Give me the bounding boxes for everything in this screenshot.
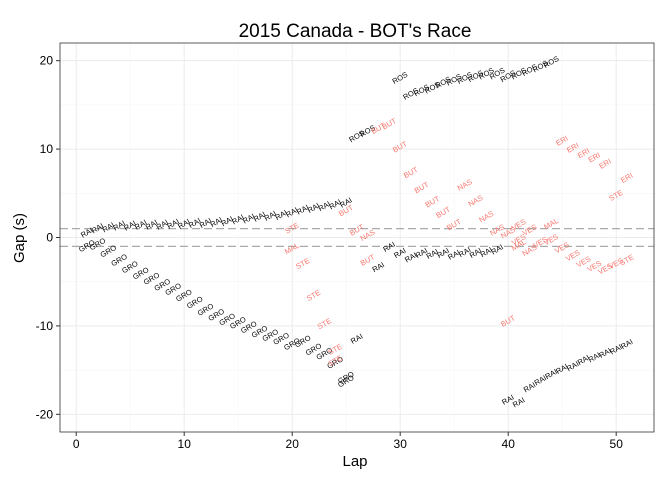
data-point-label: BUT — [413, 180, 431, 196]
y-tick-label: -20 — [36, 407, 54, 421]
y-tick-label: 10 — [40, 142, 54, 156]
data-point-label: BUT — [380, 116, 398, 132]
y-tick-label: -10 — [36, 319, 54, 333]
x-axis-label: Lap — [342, 453, 367, 470]
data-point-label: BUT — [402, 165, 420, 181]
x-tick-label: 50 — [610, 437, 624, 451]
data-point-label: BUT — [434, 204, 452, 220]
y-tick-label: 0 — [46, 231, 53, 245]
data-point-label: STE — [305, 288, 322, 303]
y-axis-label: Gap (s) — [11, 213, 28, 263]
data-point-label: BUT — [424, 194, 442, 210]
x-tick-label: 30 — [394, 437, 408, 451]
x-tick-label: 10 — [178, 437, 192, 451]
x-tick-label: 40 — [502, 437, 516, 451]
data-point-label: RAI — [489, 242, 504, 256]
data-point-label: ERI — [619, 171, 634, 185]
x-tick-label: 0 — [73, 437, 80, 451]
data-point-label: RAI — [349, 332, 364, 346]
x-tick-label: 20 — [286, 437, 300, 451]
data-point-label: NAS — [456, 177, 474, 193]
data-point-label: NAS — [477, 209, 495, 225]
data-point-label: NAS — [467, 193, 485, 209]
chart-title: 2015 Canada - BOT's Race — [239, 21, 472, 42]
data-point-label: STE — [618, 252, 635, 267]
data-point-label: STE — [316, 316, 333, 331]
data-point-label: RAI — [371, 260, 386, 274]
y-tick-label: 20 — [40, 54, 54, 68]
data-point-label: RAI — [619, 337, 634, 351]
data-point-label: STE — [294, 256, 311, 271]
data-point-label: ROS — [542, 54, 561, 70]
